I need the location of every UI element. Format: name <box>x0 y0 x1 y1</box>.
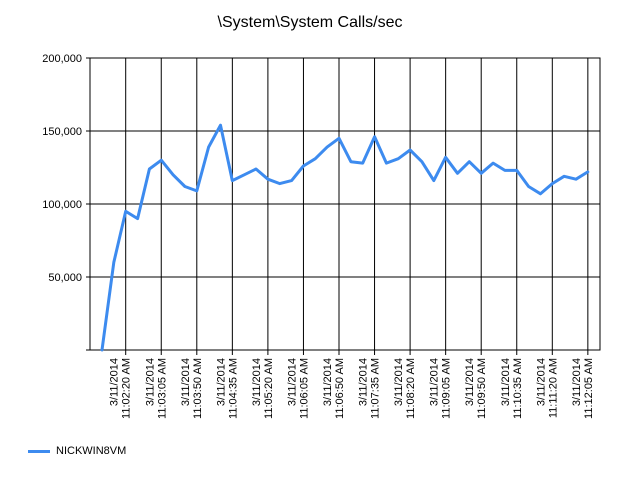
x-tick-label: 3/11/2014 11:11:20 AM <box>535 358 559 418</box>
x-tick-label: 3/11/2014 11:04:35 AM <box>215 358 239 419</box>
x-tick-time: 11:08:20 AM <box>405 358 417 419</box>
x-tick-time: 11:06:50 AM <box>334 358 346 419</box>
x-tick-label: 3/11/2014 11:02:20 AM <box>109 358 133 419</box>
x-tick-date: 3/11/2014 <box>109 358 121 406</box>
axis-layer <box>86 57 601 351</box>
x-tick-label: 3/11/2014 11:06:50 AM <box>322 358 346 419</box>
x-tick-date: 3/11/2014 <box>429 358 441 406</box>
x-tick-time: 11:05:20 AM <box>263 358 275 419</box>
x-tick-label: 3/11/2014 11:10:35 AM <box>500 358 524 419</box>
x-tick-label: 3/11/2014 11:07:35 AM <box>358 358 382 419</box>
x-tick-date: 3/11/2014 <box>464 358 476 406</box>
x-tick-label: 3/11/2014 11:06:05 AM <box>286 358 310 419</box>
x-tick-date: 3/11/2014 <box>322 358 334 406</box>
x-tick-time: 11:02:20 AM <box>121 358 133 419</box>
x-tick-time: 11:10:35 AM <box>512 358 524 419</box>
chart-title: \System\System Calls/sec <box>217 14 403 31</box>
x-tick-label: 3/11/2014 11:03:50 AM <box>180 358 204 419</box>
x-tick-label: 3/11/2014 11:03:05 AM <box>144 358 168 419</box>
x-tick-time: 11:09:50 AM <box>476 358 488 419</box>
x-tick-label: 3/11/2014 11:05:20 AM <box>251 358 275 419</box>
x-tick-time: 11:07:35 AM <box>370 358 382 419</box>
grid-layer <box>90 57 600 355</box>
x-tick-time: 11:04:35 AM <box>227 358 239 419</box>
x-tick-date: 3/11/2014 <box>180 358 192 406</box>
y-tick-label: 150,000 <box>42 126 82 138</box>
y-tick-label: 50,000 <box>48 272 82 284</box>
x-tick-time: 11:11:20 AM <box>547 358 559 418</box>
x-tick-time: 11:03:05 AM <box>156 358 168 419</box>
x-tick-time: 11:09:05 AM <box>441 358 453 419</box>
series-line-nickwin8vm <box>100 123 590 352</box>
y-tick-label: 100,000 <box>42 199 82 211</box>
x-tick-label: 3/11/2014 11:09:50 AM <box>464 358 488 419</box>
x-tick-date: 3/11/2014 <box>358 358 370 406</box>
x-tick-date: 3/11/2014 <box>500 358 512 406</box>
x-tick-date: 3/11/2014 <box>215 358 227 406</box>
x-tick-date: 3/11/2014 <box>286 358 298 406</box>
series-layer <box>100 123 590 352</box>
x-tick-time: 11:06:05 AM <box>298 358 310 419</box>
x-tick-time: 11:03:50 AM <box>192 358 204 419</box>
x-tick-time: 11:12:05 AM <box>583 358 595 419</box>
x-tick-date: 3/11/2014 <box>393 358 405 406</box>
y-tick-label: 200,000 <box>42 53 82 65</box>
x-tick-date: 3/11/2014 <box>535 358 547 406</box>
x-tick-label: 3/11/2014 11:08:20 AM <box>393 358 417 419</box>
legend: NICKWIN8VM <box>28 445 126 457</box>
x-tick-label: 3/11/2014 11:12:05 AM <box>571 358 595 419</box>
plot-border <box>89 57 601 351</box>
legend-label: NICKWIN8VM <box>56 445 127 457</box>
x-tick-date: 3/11/2014 <box>251 358 263 406</box>
x-tick-date: 3/11/2014 <box>571 358 583 406</box>
legend-swatch <box>28 449 50 453</box>
x-tick-label: 3/11/2014 11:09:05 AM <box>429 358 453 419</box>
x-tick-date: 3/11/2014 <box>144 358 156 406</box>
